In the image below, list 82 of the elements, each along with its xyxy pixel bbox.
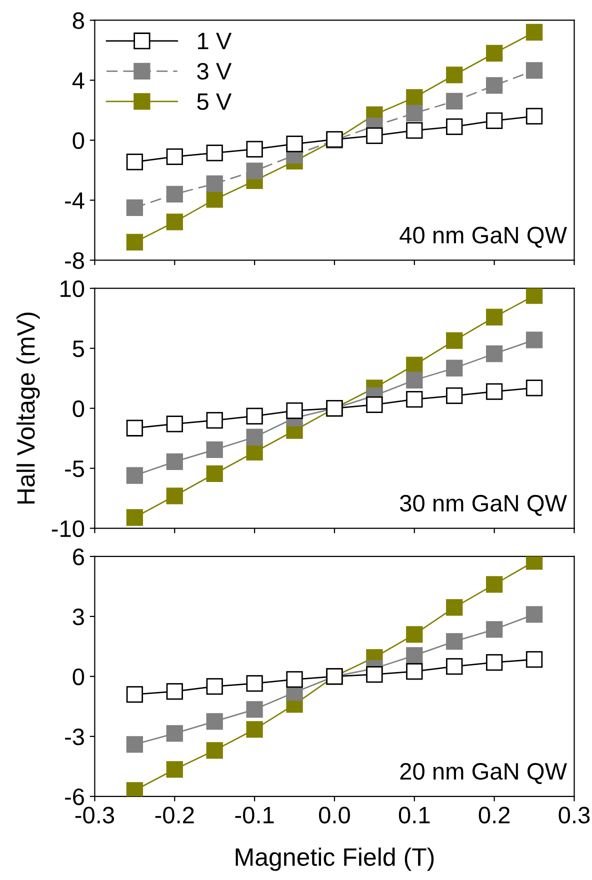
point xyxy=(366,396,383,414)
y-tick-label: 0 xyxy=(72,400,84,418)
point xyxy=(206,175,223,192)
legend-label: 3 V xyxy=(197,62,232,80)
point xyxy=(406,372,423,388)
y-tick-label: 0 xyxy=(72,668,84,686)
point xyxy=(406,647,423,664)
point xyxy=(206,441,223,458)
point xyxy=(526,62,543,79)
point xyxy=(166,214,183,230)
point xyxy=(446,92,463,110)
point xyxy=(486,44,503,62)
point xyxy=(166,725,183,742)
x-tick-label: -0.1 xyxy=(235,806,274,824)
point xyxy=(286,402,303,420)
legend-label: 1 V xyxy=(198,32,232,50)
point xyxy=(206,191,223,208)
legend-label: 5 V xyxy=(197,93,232,110)
point xyxy=(126,467,144,484)
point xyxy=(246,701,263,718)
point xyxy=(246,444,263,460)
point xyxy=(126,234,144,251)
y-tick-label: 3 xyxy=(72,608,84,626)
y-tick-label: -4 xyxy=(65,192,84,209)
y-tick-label: -6 xyxy=(65,788,84,806)
point xyxy=(486,345,503,362)
x-tick-label: 0.0 xyxy=(318,806,350,824)
annotation: 20 nm GaN QW xyxy=(400,763,567,784)
point xyxy=(126,509,144,526)
point xyxy=(246,162,263,180)
annotation: 30 nm GaN QW xyxy=(400,494,567,516)
point xyxy=(446,332,463,349)
point xyxy=(126,736,144,753)
x-tick-label: 0.3 xyxy=(558,806,590,824)
point xyxy=(166,488,183,504)
point xyxy=(446,633,463,650)
point xyxy=(526,332,543,348)
point xyxy=(486,576,503,593)
point xyxy=(446,599,463,616)
y-tick-label: -3 xyxy=(65,728,84,746)
point xyxy=(526,288,543,304)
point xyxy=(406,356,423,374)
x-tick-label: 0.2 xyxy=(478,806,510,824)
point xyxy=(486,308,503,326)
point xyxy=(406,89,423,106)
point xyxy=(366,127,383,144)
point xyxy=(446,360,463,376)
point xyxy=(526,606,543,623)
x-tick-label: 0.1 xyxy=(398,806,430,824)
annotation: 40 nm GaN QW xyxy=(400,226,567,248)
y-axis-title: Hall Voltage (mV) xyxy=(16,312,40,504)
x-tick-label: -0.3 xyxy=(75,806,114,824)
point xyxy=(286,136,303,152)
point xyxy=(406,104,423,122)
point xyxy=(206,465,223,482)
point xyxy=(206,713,223,730)
point xyxy=(486,77,503,94)
y-tick-label: -8 xyxy=(65,252,84,269)
point xyxy=(166,186,183,203)
point xyxy=(366,666,383,683)
y-tick-label: 5 xyxy=(72,340,84,358)
point xyxy=(206,742,223,759)
point xyxy=(526,24,543,41)
x-axis-title: Magnetic Field (T) xyxy=(236,848,434,871)
point xyxy=(246,721,263,738)
point xyxy=(446,66,463,84)
point xyxy=(486,621,503,638)
point xyxy=(246,428,263,446)
y-tick-label: 10 xyxy=(60,280,84,298)
y-tick-label: 6 xyxy=(73,548,84,566)
point xyxy=(126,782,144,796)
point xyxy=(166,761,183,778)
point xyxy=(166,453,183,470)
y-tick-label: -10 xyxy=(52,520,84,538)
point xyxy=(126,199,144,216)
point xyxy=(286,671,303,688)
y-tick-label: -5 xyxy=(65,460,84,478)
y-tick-label: 0 xyxy=(72,132,84,149)
point xyxy=(406,626,423,643)
y-tick-label: 8 xyxy=(72,12,84,30)
x-tick-label: -0.2 xyxy=(155,806,194,824)
y-tick-label: 4 xyxy=(72,72,84,89)
